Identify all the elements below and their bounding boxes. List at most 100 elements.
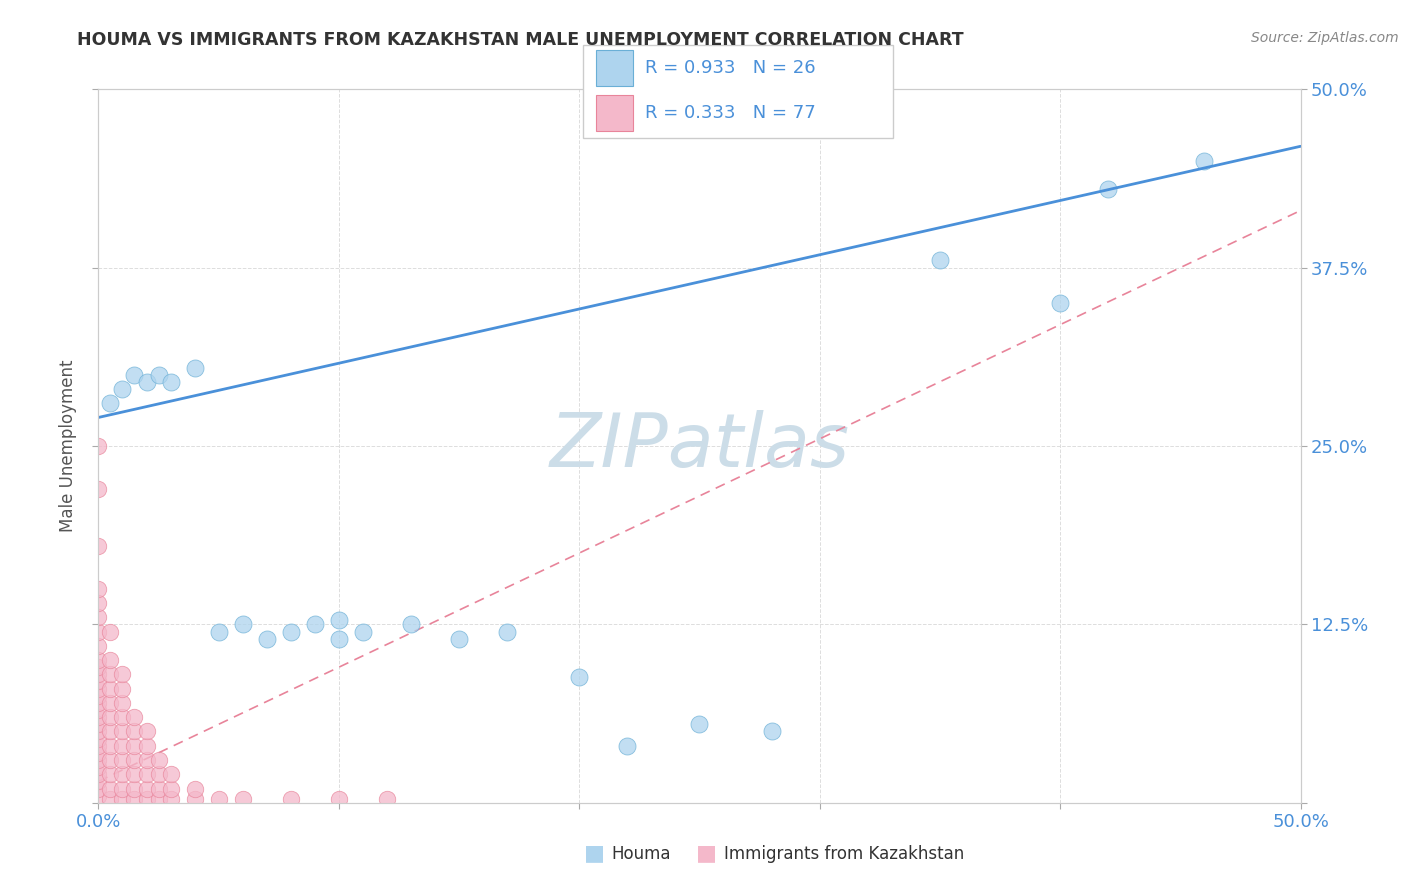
Point xyxy=(100,667,122,681)
Point xyxy=(148,368,170,382)
Point xyxy=(135,767,157,781)
Point xyxy=(87,674,110,689)
Point xyxy=(87,667,110,681)
Point xyxy=(100,653,122,667)
Point xyxy=(183,360,205,375)
Point xyxy=(111,696,134,710)
Point xyxy=(148,781,170,796)
Point xyxy=(148,767,170,781)
Text: R = 0.333   N = 77: R = 0.333 N = 77 xyxy=(645,104,815,122)
Point xyxy=(100,710,122,724)
Point xyxy=(87,767,110,781)
Point xyxy=(689,717,711,731)
Point xyxy=(100,791,122,805)
Y-axis label: Male Unemployment: Male Unemployment xyxy=(59,359,77,533)
Point xyxy=(232,617,254,632)
Point xyxy=(148,791,170,805)
Point xyxy=(87,760,110,774)
Text: Houma: Houma xyxy=(612,845,671,863)
Point xyxy=(111,767,134,781)
Point xyxy=(135,781,157,796)
Point xyxy=(87,439,110,453)
Point xyxy=(100,681,122,696)
Point xyxy=(87,582,110,596)
Point xyxy=(87,717,110,731)
Point xyxy=(124,767,146,781)
Point xyxy=(1194,153,1216,168)
Point xyxy=(87,774,110,789)
Point xyxy=(87,731,110,746)
Point xyxy=(111,382,134,396)
Point xyxy=(135,791,157,805)
Point xyxy=(100,781,122,796)
Point xyxy=(159,375,181,389)
FancyBboxPatch shape xyxy=(596,95,633,131)
Point xyxy=(124,791,146,805)
Point xyxy=(1049,296,1071,310)
Text: ■: ■ xyxy=(696,844,717,863)
Point xyxy=(447,632,470,646)
Point xyxy=(124,753,146,767)
Point xyxy=(352,624,374,639)
Point xyxy=(148,753,170,767)
Point xyxy=(87,696,110,710)
FancyBboxPatch shape xyxy=(583,45,893,138)
Point xyxy=(1097,182,1119,196)
Point xyxy=(87,539,110,553)
Point xyxy=(111,724,134,739)
Point xyxy=(135,724,157,739)
Point xyxy=(124,710,146,724)
Point xyxy=(328,632,350,646)
Point xyxy=(111,781,134,796)
Point xyxy=(87,660,110,674)
Point xyxy=(280,624,302,639)
Point xyxy=(111,667,134,681)
Point xyxy=(135,753,157,767)
Point xyxy=(100,396,122,410)
Point xyxy=(100,767,122,781)
Point xyxy=(87,710,110,724)
Point xyxy=(328,613,350,627)
Point xyxy=(111,739,134,753)
Point xyxy=(399,617,422,632)
Point xyxy=(87,746,110,760)
Point xyxy=(111,791,134,805)
Point xyxy=(159,781,181,796)
Point xyxy=(87,724,110,739)
Point xyxy=(111,681,134,696)
Point xyxy=(87,596,110,610)
Point xyxy=(256,632,278,646)
Text: ■: ■ xyxy=(583,844,605,863)
Point xyxy=(100,624,122,639)
Point xyxy=(159,791,181,805)
Point xyxy=(124,739,146,753)
Point xyxy=(280,791,302,805)
Point xyxy=(111,753,134,767)
Point xyxy=(87,703,110,717)
Text: ZIPatlas: ZIPatlas xyxy=(550,410,849,482)
Point xyxy=(87,482,110,496)
Point xyxy=(87,653,110,667)
Text: Immigrants from Kazakhstan: Immigrants from Kazakhstan xyxy=(724,845,965,863)
FancyBboxPatch shape xyxy=(596,50,633,86)
Text: HOUMA VS IMMIGRANTS FROM KAZAKHSTAN MALE UNEMPLOYMENT CORRELATION CHART: HOUMA VS IMMIGRANTS FROM KAZAKHSTAN MALE… xyxy=(77,31,965,49)
Point xyxy=(111,710,134,724)
Point xyxy=(496,624,519,639)
Point xyxy=(100,696,122,710)
Point xyxy=(928,253,950,268)
Point xyxy=(616,739,638,753)
Point xyxy=(568,670,591,684)
Point xyxy=(100,724,122,739)
Point xyxy=(761,724,783,739)
Point xyxy=(100,739,122,753)
Text: Source: ZipAtlas.com: Source: ZipAtlas.com xyxy=(1251,31,1399,45)
Point xyxy=(208,624,231,639)
Point xyxy=(124,368,146,382)
Point xyxy=(232,791,254,805)
Point xyxy=(124,781,146,796)
Point xyxy=(304,617,326,632)
Point xyxy=(208,791,231,805)
Point xyxy=(87,610,110,624)
Point xyxy=(135,375,157,389)
Point xyxy=(87,739,110,753)
